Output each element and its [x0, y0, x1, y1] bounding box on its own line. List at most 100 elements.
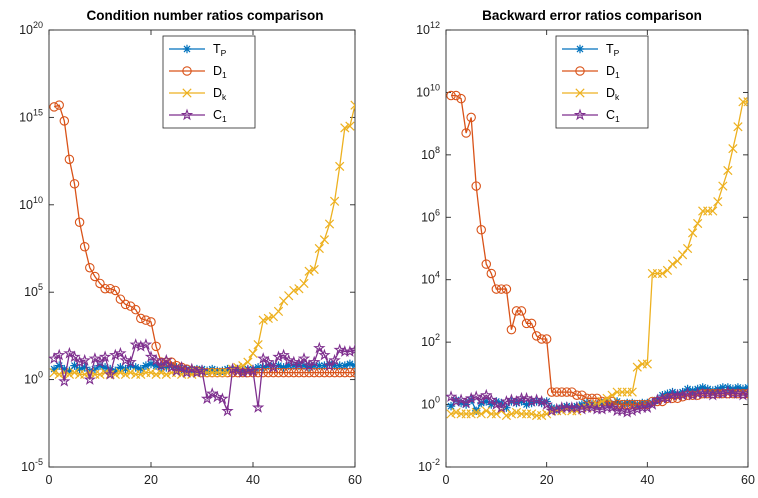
data-point: [486, 268, 497, 279]
data-point: [348, 343, 355, 356]
legend-marker: [182, 66, 192, 76]
data-point: [314, 367, 325, 378]
data-point: [546, 387, 557, 397]
data-point: [167, 361, 176, 370]
data-point: [567, 387, 577, 397]
data-point: [120, 299, 131, 310]
data-point: [151, 361, 161, 370]
data-point: [141, 361, 151, 370]
data-point: [471, 407, 481, 417]
y-tick-label: 108: [421, 145, 440, 162]
data-point: [258, 315, 268, 325]
data-point: [69, 179, 80, 189]
data-point: [197, 364, 207, 374]
data-point: [501, 410, 512, 421]
x-tick-label: 60: [741, 473, 755, 487]
legend-marker: [573, 108, 587, 121]
data-point: [451, 90, 461, 101]
data-point: [446, 409, 456, 419]
data-point: [345, 359, 355, 369]
data-point: [466, 112, 476, 123]
series-line: [451, 94, 748, 406]
legend-label: C1: [606, 108, 620, 124]
data-point: [501, 284, 512, 294]
data-point: [100, 283, 110, 294]
y-tick-label: 1012: [416, 20, 440, 37]
data-point: [617, 399, 627, 410]
data-point: [246, 364, 260, 377]
data-point: [136, 313, 146, 324]
data-point: [289, 361, 298, 370]
data-point: [607, 390, 617, 400]
data-point: [471, 181, 481, 191]
series-D_k: [49, 100, 355, 379]
data-point: [481, 406, 491, 416]
data-point: [328, 353, 341, 366]
data-point: [248, 367, 258, 378]
data-point: [55, 361, 64, 370]
data-point: [129, 338, 142, 350]
series-C_1: [49, 338, 355, 417]
y-tick-label: 104: [421, 270, 440, 287]
data-point: [269, 361, 278, 370]
data-point: [277, 348, 290, 361]
data-point: [287, 355, 300, 368]
data-point: [110, 285, 121, 296]
data-point: [294, 367, 304, 378]
legend-marker: [575, 66, 585, 76]
data-point: [733, 122, 743, 132]
data-point: [496, 284, 507, 294]
axes-box: [48, 29, 356, 468]
data-point: [672, 256, 683, 266]
data-point: [466, 409, 476, 419]
data-point: [309, 264, 319, 275]
data-point: [516, 306, 527, 316]
legend-marker: [575, 88, 585, 98]
legend-marker: [182, 44, 192, 54]
data-point: [612, 397, 622, 406]
data-point: [456, 93, 466, 104]
legend-label: TP: [606, 42, 620, 58]
legend: TP D1 Dk C1: [555, 35, 649, 129]
data-point: [502, 403, 511, 412]
data-point: [721, 385, 735, 398]
data-point: [597, 396, 607, 407]
data-point: [231, 364, 244, 377]
legend-item: C1: [562, 108, 620, 124]
data-point: [213, 366, 222, 376]
data-point: [105, 283, 115, 294]
legend-box: [162, 35, 256, 129]
data-point: [345, 121, 355, 131]
data-point: [623, 398, 632, 408]
series-D_1: [446, 90, 748, 410]
data-point: [100, 363, 110, 372]
data-point: [95, 369, 105, 379]
data-point: [162, 363, 171, 372]
data-point: [557, 387, 567, 397]
data-point: [495, 401, 508, 413]
legend-marker: [180, 108, 194, 121]
data-point: [743, 97, 748, 107]
data-point: [345, 367, 355, 378]
data-point: [146, 317, 156, 327]
data-point: [472, 406, 481, 416]
data-point: [521, 318, 532, 329]
data-point: [511, 306, 522, 316]
data-point: [248, 348, 258, 359]
data-point: [451, 407, 461, 417]
data-point: [283, 367, 294, 378]
data-point: [570, 401, 584, 413]
data-point: [657, 268, 668, 279]
data-point: [221, 404, 234, 417]
data-point: [98, 350, 112, 363]
x-tick-label: 60: [348, 473, 362, 487]
series-C_1: [446, 385, 748, 418]
data-point: [299, 367, 309, 378]
data-point: [126, 361, 135, 370]
data-point: [243, 357, 253, 367]
data-point: [446, 90, 456, 101]
data-point: [299, 278, 309, 289]
data-point: [526, 318, 537, 329]
data-point: [136, 369, 146, 379]
legend-marker: [182, 88, 192, 98]
